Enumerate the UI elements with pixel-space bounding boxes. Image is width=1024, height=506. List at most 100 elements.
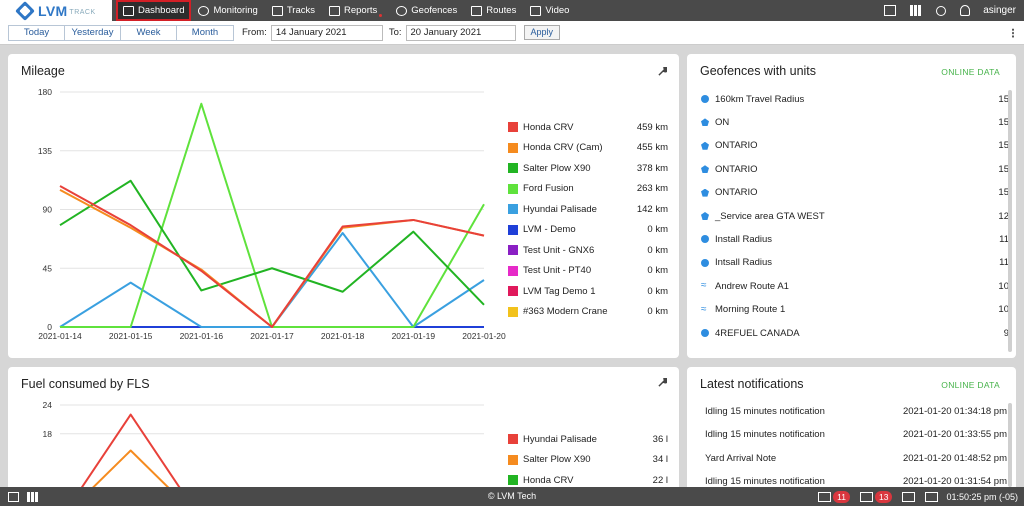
geofence-icon bbox=[396, 5, 408, 16]
nav-monitoring[interactable]: Monitoring bbox=[191, 0, 264, 21]
wrench-icon[interactable] bbox=[658, 67, 667, 76]
legend-item[interactable]: Test Unit - GNX6 0 km bbox=[508, 242, 668, 258]
legend-swatch bbox=[508, 224, 518, 235]
geofence-item[interactable]: ON 15 bbox=[701, 114, 1009, 130]
legend-value: 455 km bbox=[636, 142, 668, 153]
messages-badge[interactable]: 13 bbox=[874, 490, 893, 503]
legend-label: Honda CRV bbox=[523, 121, 574, 133]
status-tools: 11 13 01:50:25 pm (-05) bbox=[818, 490, 1024, 503]
geofences-panel: Geofences with units ONLINE DATA 160km T… bbox=[687, 54, 1016, 358]
x-tick-label: 2021-01-17 bbox=[250, 331, 294, 341]
legend-value: 0 km bbox=[647, 306, 668, 317]
notification-scrollbar[interactable] bbox=[1008, 403, 1012, 487]
geofence-item[interactable]: Install Radius 11 bbox=[701, 231, 1009, 247]
notification-item[interactable]: Idling 15 minutes notification 2021-01-20… bbox=[705, 474, 1007, 487]
geofence-item[interactable]: ONTARIO 15 bbox=[701, 138, 1009, 154]
messages-icon[interactable] bbox=[859, 491, 873, 502]
legend-item[interactable]: Ford Fusion 263 km bbox=[508, 181, 668, 197]
mileage-chart: 0 45 90 135 180 2021-01-14 2021-01-15 2021-01-1… bbox=[38, 87, 506, 341]
fuel-panel: Fuel consumed by FLS 18 24 Hyundai Palisa… bbox=[8, 367, 679, 487]
nav-geofences[interactable]: Geofences bbox=[389, 0, 464, 21]
geofence-item[interactable]: 160km Travel Radius 15 bbox=[701, 91, 1009, 107]
geofence-name: ON bbox=[715, 116, 730, 128]
apply-button[interactable]: Apply bbox=[523, 25, 561, 40]
period-yesterday-button[interactable]: Yesterday bbox=[65, 25, 121, 40]
notification-name: Idling 15 minutes notification bbox=[705, 405, 825, 417]
nav-reports[interactable]: Reports bbox=[322, 0, 389, 21]
legend-value: 0 km bbox=[647, 265, 668, 276]
legend-item[interactable]: Test Unit - PT40 0 km bbox=[508, 263, 668, 279]
series-line-ford-fusion[interactable] bbox=[60, 102, 485, 328]
geofence-name: Install Radius bbox=[715, 233, 773, 245]
nav-routes[interactable]: Routes bbox=[464, 0, 523, 21]
polygon-geofence-icon bbox=[701, 141, 709, 150]
series-line-hyundai-palisade[interactable] bbox=[60, 413, 484, 487]
username[interactable]: asinger bbox=[983, 5, 1016, 16]
checkered-flag-icon bbox=[271, 5, 283, 16]
legend-label: Hyundai Palisade bbox=[523, 203, 597, 215]
legend-item[interactable]: LVM Tag Demo 1 0 km bbox=[508, 283, 668, 299]
period-today-button[interactable]: Today bbox=[9, 25, 65, 40]
geofence-name: ONTARIO bbox=[715, 163, 758, 175]
geofence-item[interactable]: 4REFUEL CANADA 9 bbox=[701, 325, 1009, 341]
geofence-item[interactable]: ONTARIO 15 bbox=[701, 161, 1009, 177]
series-line-salter-plow-x90[interactable] bbox=[60, 449, 484, 487]
notification-time: 2021-01-20 01:34:18 pm bbox=[902, 405, 1007, 417]
ruler-icon[interactable] bbox=[884, 5, 897, 16]
apps-grid-icon[interactable] bbox=[910, 5, 923, 16]
grid-layout-icon[interactable] bbox=[27, 491, 38, 502]
notifications-badge[interactable]: 11 bbox=[833, 490, 850, 503]
legend-item[interactable]: Honda CRV 22 l bbox=[508, 472, 668, 487]
notification-item[interactable]: Idling 15 minutes notification 2021-01-20… bbox=[705, 403, 1007, 419]
nav-reports-label: Reports bbox=[344, 5, 378, 16]
geofence-item[interactable]: ≈ Morning Route 1 10 bbox=[701, 302, 1009, 318]
geofence-scrollbar[interactable] bbox=[1008, 90, 1012, 352]
book-icon[interactable] bbox=[925, 491, 939, 502]
geofence-unit-count: 15 bbox=[998, 140, 1009, 152]
series-line-salter-plow-x90[interactable] bbox=[59, 179, 485, 306]
wrench-icon[interactable] bbox=[658, 378, 667, 387]
image-icon[interactable] bbox=[902, 491, 916, 502]
legend-item[interactable]: #363 Modern Crane 0 km bbox=[508, 304, 668, 320]
period-week-button[interactable]: Week bbox=[121, 25, 177, 40]
series-line-honda-crv[interactable] bbox=[59, 185, 485, 328]
notifications-icon[interactable] bbox=[818, 491, 832, 502]
legend-value: 34 l bbox=[652, 454, 668, 465]
notification-item[interactable]: Yard Arrival Note 2021-01-20 01:48:52 pm bbox=[705, 450, 1007, 466]
legend-item[interactable]: Honda CRV 459 km bbox=[508, 119, 668, 135]
nav-video[interactable]: Video bbox=[523, 0, 576, 21]
nav-dashboard-label: Dashboard bbox=[138, 5, 185, 16]
to-date-input[interactable]: 20 January 2021 bbox=[405, 24, 516, 41]
notifications-panel: Latest notifications ONLINE DATA Idling … bbox=[687, 367, 1016, 487]
top-navigation-bar: LVM TRACK Dashboard Monitoring Tracks Re… bbox=[0, 0, 1024, 21]
settings-icon[interactable] bbox=[936, 5, 947, 16]
legend-item[interactable]: Hyundai Palisade 142 km bbox=[508, 201, 668, 217]
nav-dashboard[interactable]: Dashboard bbox=[116, 0, 192, 21]
legend-item[interactable]: Salter Plow X90 34 l bbox=[508, 452, 668, 468]
geofence-unit-count: 15 bbox=[998, 163, 1009, 175]
series-line-honda-crv-cam-[interactable] bbox=[59, 189, 485, 328]
legend-item[interactable]: Honda CRV (Cam) 455 km bbox=[508, 140, 668, 156]
legend-label: Salter Plow X90 bbox=[523, 162, 591, 174]
period-month-button[interactable]: Month bbox=[191, 26, 219, 38]
geofence-item[interactable]: ONTARIO 15 bbox=[701, 185, 1009, 201]
period-selector: Today Yesterday Week Month bbox=[8, 24, 234, 41]
geofence-item[interactable]: _Service area GTA WEST 12 bbox=[701, 208, 1009, 224]
main-nav: Dashboard Monitoring Tracks Reports Geof… bbox=[116, 0, 576, 21]
geofence-item[interactable]: Intsall Radius 11 bbox=[701, 255, 1009, 271]
x-tick-label: 2021-01-15 bbox=[109, 331, 153, 341]
geofence-item[interactable]: ≈ Andrew Route A1 10 bbox=[701, 278, 1009, 294]
user-icon[interactable] bbox=[960, 5, 971, 16]
legend-item[interactable]: Hyundai Palisade 36 l bbox=[508, 431, 668, 447]
legend-item[interactable]: LVM - Demo 0 km bbox=[508, 222, 668, 238]
notification-item[interactable]: Idling 15 minutes notification 2021-01-20… bbox=[705, 427, 1007, 443]
notifications-title: Latest notifications bbox=[700, 377, 804, 391]
from-label: From: bbox=[242, 27, 267, 38]
logo[interactable]: LVM TRACK bbox=[0, 0, 112, 21]
geofences-title: Geofences with units bbox=[700, 64, 817, 78]
from-date-input[interactable]: 14 January 2021 bbox=[270, 24, 383, 41]
panel-layout-icon[interactable] bbox=[8, 491, 19, 502]
more-options-icon[interactable] bbox=[1012, 27, 1014, 38]
nav-tracks[interactable]: Tracks bbox=[265, 0, 322, 21]
legend-item[interactable]: Salter Plow X90 378 km bbox=[508, 160, 668, 176]
